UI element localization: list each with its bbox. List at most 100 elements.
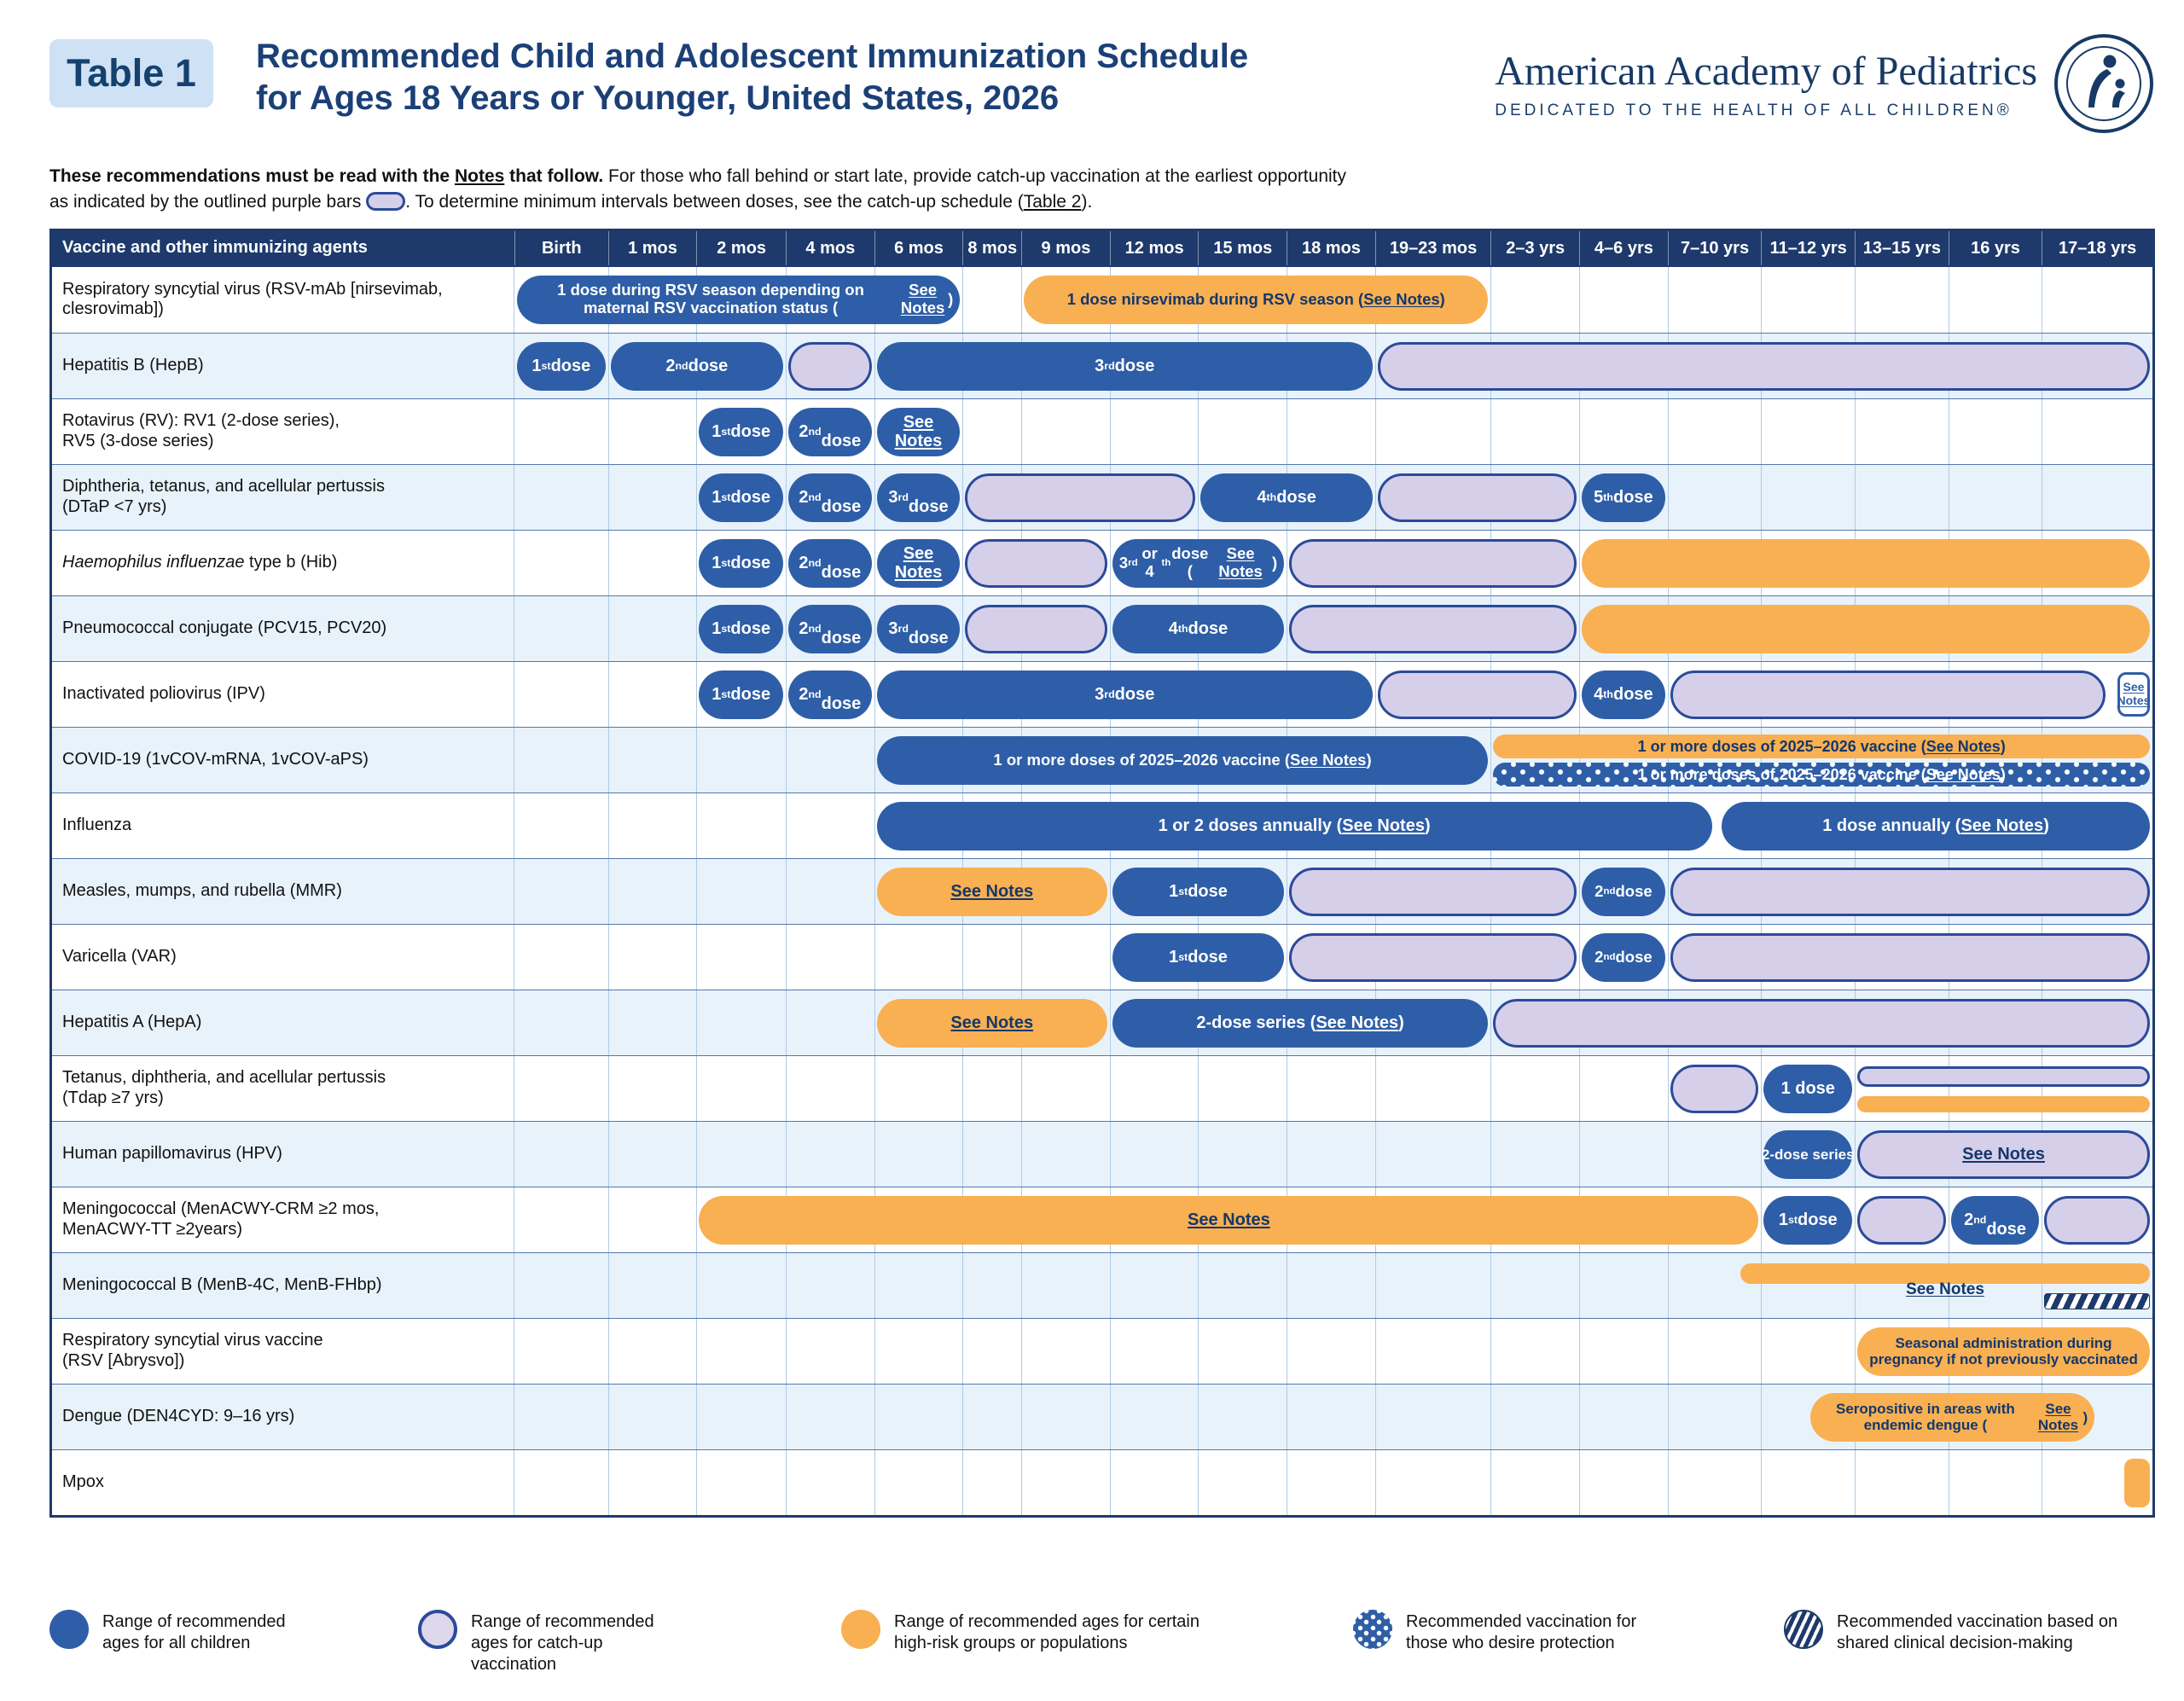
see-notes-link[interactable]: See Notes — [950, 881, 1034, 901]
grid-line — [696, 530, 698, 595]
rotavirus-blue-bar: See Notes — [876, 407, 961, 456]
grid-line — [1761, 464, 1763, 530]
see-notes-link[interactable]: See Notes — [1363, 289, 1440, 308]
grid-line — [1490, 266, 1492, 333]
grid-line — [1667, 1384, 1669, 1449]
grid-line — [607, 398, 609, 464]
see-notes-link[interactable]: See Notes — [1906, 1280, 1984, 1298]
see-notes-link[interactable]: See Notes — [894, 412, 943, 451]
see-notes-link[interactable]: See Notes — [1342, 816, 1425, 835]
grid-line — [962, 924, 964, 990]
vaccine-label-pcv: Pneumococcal conjugate (PCV15, PCV20) — [52, 595, 514, 661]
see-notes-link[interactable]: See Notes — [1926, 765, 2001, 783]
grid-line — [1109, 1449, 1111, 1515]
grid-line — [1490, 1449, 1492, 1515]
table-2-link[interactable]: Table 2 — [1023, 191, 1082, 212]
grid-line — [1855, 1449, 1856, 1515]
see-notes-link[interactable]: See Notes — [1188, 1210, 1270, 1229]
grid-line — [1109, 398, 1111, 464]
grid-line — [1374, 1252, 1376, 1318]
page-header: Table 1 Recommended Child and Adolescent… — [49, 32, 2155, 145]
grid-line — [696, 1384, 698, 1449]
column-header-4-mos: 4 mos — [786, 230, 874, 265]
grid-line — [1021, 924, 1023, 990]
grid-line — [1761, 1055, 1763, 1121]
see-notes-link[interactable]: See Notes — [900, 281, 945, 317]
see-notes-link[interactable]: See Notes — [2117, 679, 2151, 707]
see-notes-link[interactable]: See Notes — [950, 1013, 1034, 1032]
see-notes-link[interactable]: See Notes — [1316, 1013, 1399, 1032]
aap-brand-block: American Academy of Pediatrics DEDICATED… — [1495, 32, 2155, 135]
grid-line — [1855, 398, 1856, 464]
vaccine-row-dengue: Dengue (DEN4CYD: 9–16 yrs) Seropositive i… — [52, 1383, 2152, 1449]
see-notes-link[interactable]: See Notes — [1960, 816, 2044, 835]
page-title-line2: for Ages 18 Years or Younger, United Sta… — [256, 78, 1060, 117]
see-notes-link[interactable]: See Notes — [1218, 544, 1263, 581]
grid-line — [962, 595, 964, 661]
see-notes-link[interactable]: See Notes — [1290, 750, 1367, 769]
grid-line — [1490, 1384, 1492, 1449]
grid-line — [1374, 661, 1376, 727]
see-notes-link[interactable]: See Notes — [1962, 1144, 2045, 1164]
grid-line — [1490, 1252, 1492, 1318]
rsv-mab-orange-bar: 1 dose nirsevimab during RSV season (See… — [1024, 275, 1489, 324]
grid-line — [1579, 1318, 1581, 1384]
grid-line — [874, 464, 875, 530]
grid-line — [1761, 1121, 1763, 1187]
vaccine-row-rsv-mab: Respiratory syncytial virus (RSV-mAb [ni… — [52, 266, 2152, 333]
grid-line — [607, 1187, 609, 1252]
grid-line — [696, 924, 698, 990]
grid-line — [1490, 990, 1492, 1055]
grid-line — [786, 792, 787, 858]
vaccine-row-influenza: Influenza 1 or 2 doses annually (See Note… — [52, 792, 2152, 858]
pcv-catchup-bar — [1289, 604, 1577, 653]
grid-line — [607, 858, 609, 924]
intro-text: . To determine minimum intervals between… — [405, 191, 1024, 212]
catch-up-pill-icon — [366, 191, 406, 211]
legend-label: Range of recommended ages for certain hi… — [894, 1611, 1199, 1652]
grid-line — [1109, 1121, 1111, 1187]
varicella-catchup-bar — [1289, 932, 1577, 982]
grid-line — [874, 595, 875, 661]
grid-line — [1761, 1384, 1763, 1449]
grid-line — [1109, 1384, 1111, 1449]
notes-link[interactable]: Notes — [454, 166, 505, 186]
grid-line — [1667, 464, 1669, 530]
grid-line — [1667, 924, 1669, 990]
grid-line — [1579, 924, 1581, 990]
grid-line — [1021, 1252, 1023, 1318]
schedule-body: Respiratory syncytial virus (RSV-mAb [ni… — [52, 266, 2152, 1515]
see-notes-link[interactable]: See Notes — [1926, 737, 2001, 755]
legend-item-dotted: Recommended vaccination for those who de… — [1353, 1609, 1784, 1675]
vaccine-label-ipv: Inactivated poliovirus (IPV) — [52, 661, 514, 727]
vaccine-row-tdap: Tetanus, diphtheria, and acellular pertu… — [52, 1054, 2152, 1121]
grid-line — [696, 1187, 698, 1252]
see-notes-link[interactable]: See Notes — [2037, 1401, 2079, 1434]
intro-text: ). — [1081, 191, 1093, 212]
grid-line — [1198, 398, 1199, 464]
intro-text: that follow. — [504, 166, 604, 186]
column-header-17-18-yrs: 17–18 yrs — [2042, 230, 2152, 265]
vaccine-label-covid: COVID-19 (1vCOV-mRNA, 1vCOV-aPS) — [52, 727, 514, 792]
legend-item-orange: Range of recommended ages for certain hi… — [841, 1609, 1353, 1675]
see-notes-link[interactable]: See Notes — [894, 543, 943, 583]
legend-item-catchup: Range of recommended ages for catch-up v… — [418, 1609, 841, 1675]
row-bars-hpv: 2-dose series See Notes — [514, 1121, 2152, 1187]
grid-line — [1667, 858, 1669, 924]
grid-line — [962, 1121, 964, 1187]
grid-line — [607, 1318, 609, 1384]
dtap-catchup-bar — [1377, 473, 1577, 522]
grid-line — [1021, 1055, 1023, 1121]
